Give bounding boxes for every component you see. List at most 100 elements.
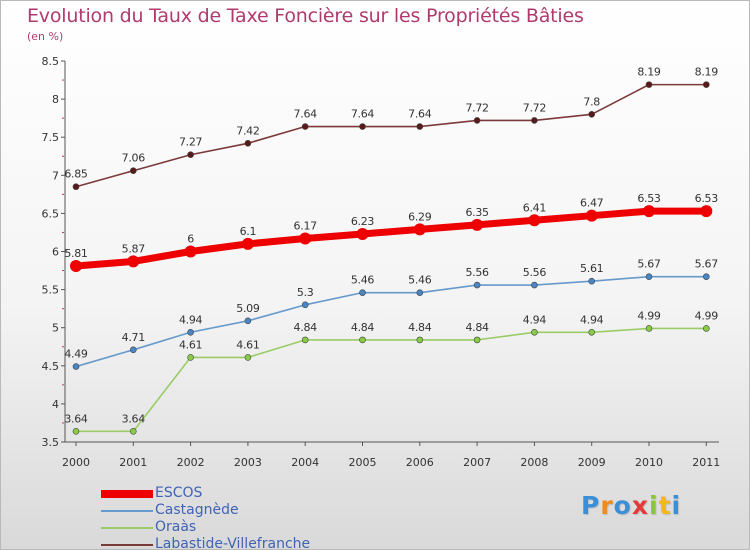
data-label: 5.46 [351, 274, 375, 287]
y-tick-label: 6.5 [42, 207, 60, 220]
data-label: 4.94 [179, 313, 203, 326]
y-tick-label: 5.5 [42, 284, 60, 297]
legend-label: Castagnède [155, 502, 239, 518]
data-point [301, 336, 309, 344]
data-point [700, 205, 713, 218]
data-label: 5.3 [297, 286, 314, 299]
x-tick-label: 2008 [520, 456, 548, 469]
data-label: 7.64 [351, 108, 375, 121]
data-point [416, 289, 424, 296]
legend-label: ESCOS [155, 485, 203, 501]
proxiti-logo: Proxiti [581, 491, 681, 520]
legend-label: Labastide-Villefranche [155, 536, 311, 550]
data-label: 6.35 [465, 206, 489, 219]
data-label: 6.53 [695, 192, 719, 205]
x-tick-label: 2002 [177, 456, 205, 469]
data-label: 7.27 [179, 136, 203, 149]
data-point [416, 123, 424, 130]
data-point [588, 328, 596, 336]
data-point [72, 183, 80, 191]
data-point [244, 317, 252, 325]
data-point [130, 428, 137, 435]
data-point [244, 139, 252, 147]
data-point [645, 325, 653, 332]
data-label: 4.99 [695, 309, 719, 322]
data-point [531, 328, 538, 336]
data-label: 3.64 [64, 412, 88, 425]
data-point [127, 255, 140, 268]
data-label: 6.29 [408, 210, 432, 223]
x-tick-label: 2001 [119, 456, 147, 469]
legend-item: Labastide-Villefranche [101, 536, 361, 550]
data-label: 4.61 [179, 338, 202, 351]
data-label: 3.64 [122, 412, 146, 425]
y-tick-label: 7 [52, 169, 59, 182]
data-point [187, 328, 194, 336]
data-label: 7.8 [583, 95, 600, 108]
data-point [130, 167, 137, 175]
data-label: 4.71 [122, 331, 145, 344]
data-point [359, 336, 366, 344]
data-label: 6.53 [637, 192, 661, 205]
data-label: 5.46 [408, 274, 432, 287]
series-line-castagn-de [75, 275, 708, 368]
x-tick-label: 2007 [463, 456, 491, 469]
data-point [301, 301, 309, 309]
data-label: 6.85 [64, 168, 88, 181]
data-label: 6 [187, 233, 194, 246]
logo-letter: i [649, 491, 659, 520]
data-label: 5.67 [695, 258, 719, 271]
series-line-ora-s [75, 327, 708, 433]
data-point [241, 237, 254, 250]
x-tick-label: 2006 [406, 456, 434, 469]
data-label: 7.72 [465, 101, 488, 114]
data-point [356, 227, 369, 240]
data-point [473, 281, 481, 289]
data-label: 7.42 [236, 124, 259, 137]
y-tick-label: 4 [52, 398, 59, 411]
data-label: 4.84 [408, 321, 432, 334]
legend-item: ESCOS [101, 485, 361, 502]
data-point [702, 81, 710, 88]
data-label: 5.56 [523, 266, 547, 279]
series-line-escos [72, 207, 710, 270]
data-point [643, 205, 655, 218]
data-label: 4.84 [294, 321, 318, 334]
data-label: 6.17 [294, 220, 318, 233]
data-label: 5.56 [465, 266, 489, 279]
y-tick-label: 4.5 [42, 360, 60, 373]
data-point [531, 281, 538, 289]
data-point [588, 111, 596, 118]
data-label: 6.1 [240, 225, 257, 238]
logo-letter: i [671, 491, 682, 520]
data-label: 4.84 [465, 321, 489, 334]
data-point [359, 289, 366, 296]
chart-title: Evolution du Taux de Taxe Foncière sur l… [27, 5, 584, 27]
data-point [585, 209, 598, 222]
data-label: 5.67 [637, 258, 661, 271]
y-tick-label: 7.5 [42, 131, 60, 144]
y-tick-label: 6 [52, 246, 59, 259]
x-tick-label: 2000 [62, 456, 90, 469]
data-point [473, 117, 481, 124]
data-label: 5.61 [580, 262, 603, 275]
data-point [244, 354, 252, 361]
logo-letter: o [613, 491, 632, 520]
logo-letter: P [581, 491, 601, 520]
legend-swatch [101, 544, 153, 546]
data-label: 4.61 [236, 338, 259, 351]
data-point [588, 277, 596, 285]
data-point [187, 354, 194, 361]
logo-letter: x [631, 491, 649, 520]
x-tick-label: 2010 [635, 456, 663, 469]
legend-item: Castagnède [101, 502, 361, 519]
chart-unit: (en %) [27, 30, 64, 43]
data-point [72, 363, 80, 370]
data-point [645, 273, 653, 280]
data-point [130, 346, 137, 354]
data-label: 7.06 [122, 152, 146, 165]
data-label: 6.47 [580, 197, 604, 210]
data-point [531, 117, 538, 124]
data-point [702, 325, 710, 332]
